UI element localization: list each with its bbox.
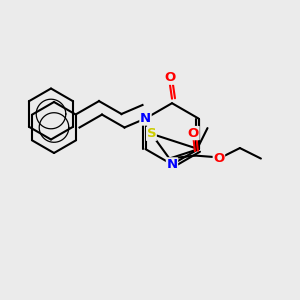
Text: N: N: [167, 158, 178, 171]
Text: O: O: [188, 127, 199, 140]
Text: N: N: [140, 112, 151, 125]
Text: O: O: [164, 71, 175, 84]
Text: S: S: [147, 127, 156, 140]
Text: O: O: [213, 152, 224, 165]
